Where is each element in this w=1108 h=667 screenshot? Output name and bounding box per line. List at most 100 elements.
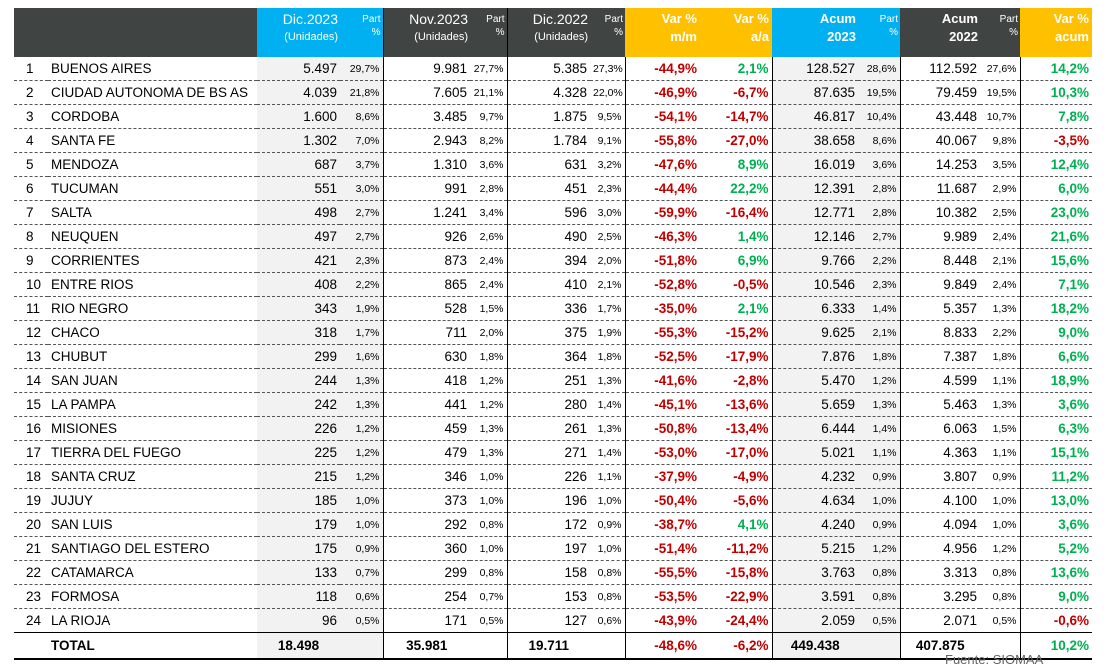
cell-dic2023: 215 — [257, 464, 340, 489]
cell-rank: 5 — [14, 152, 48, 177]
cell-dic2022-part: 2,0% — [590, 248, 625, 273]
cell-dic2022-part: 22,0% — [590, 80, 625, 105]
cell-acum2023: 12.146 — [771, 224, 858, 249]
cell-dic2022: 280 — [506, 392, 590, 417]
cell-dic2022: 336 — [506, 296, 590, 321]
table-row: 18 SANTA CRUZ 215 1,2% 346 1,0% 226 1,1% -37,9% -… — [14, 464, 1092, 489]
cell-nov2023: 9.981 — [382, 57, 470, 81]
cell-dic2022-part: 2,5% — [590, 224, 625, 249]
cell-dic2022-part: 1,3% — [590, 416, 625, 441]
cell-dic2023: 408 — [257, 272, 340, 297]
cell-province: CATAMARCA — [48, 560, 257, 585]
cell-dic2023-part: 1,0% — [340, 488, 383, 513]
header-acum2022: Acum 2022 — [900, 8, 980, 57]
cell-acum2023-part: 1,8% — [858, 344, 900, 369]
cell-dic2022: 490 — [506, 224, 590, 249]
cell-acum2023-part: 1,2% — [858, 368, 900, 393]
cell-nov2023-part: 3,6% — [470, 152, 507, 177]
total-dic2022-part — [590, 632, 625, 660]
cell-var-mm: -35,0% — [624, 296, 700, 321]
cell-var-acum: -3,5% — [1019, 128, 1092, 153]
cell-dic2022: 394 — [506, 248, 590, 273]
cell-acum2023: 4.232 — [771, 464, 858, 489]
cell-dic2022: 410 — [506, 272, 590, 297]
cell-nov2023-part: 1,0% — [470, 464, 507, 489]
cell-dic2023: 343 — [257, 296, 340, 321]
cell-var-mm: -53,5% — [624, 584, 700, 609]
cell-province: TUCUMAN — [48, 176, 257, 201]
cell-acum2022: 7.387 — [899, 344, 980, 369]
cell-var-mm: -44,9% — [624, 57, 700, 81]
cell-rank: 8 — [14, 224, 48, 249]
cell-var-acum: 6,6% — [1019, 344, 1092, 369]
cell-nov2023: 2.943 — [382, 128, 470, 153]
cell-dic2022-part: 3,0% — [590, 200, 625, 225]
cell-rank: 7 — [14, 200, 48, 225]
cell-rank: 15 — [14, 392, 48, 417]
cell-nov2023: 360 — [382, 536, 470, 561]
cell-dic2023-part: 1,0% — [340, 512, 383, 537]
cell-rank: 14 — [14, 368, 48, 393]
cell-dic2022-part: 1,1% — [590, 464, 625, 489]
cell-nov2023-part: 27,7% — [470, 57, 507, 81]
cell-dic2023: 133 — [257, 560, 340, 585]
cell-dic2023-part: 21,8% — [340, 80, 383, 105]
cell-var-mm: -51,4% — [624, 536, 700, 561]
cell-province: MENDOZA — [48, 152, 257, 177]
cell-dic2023: 1.600 — [257, 104, 340, 129]
cell-acum2022-part: 2,5% — [980, 200, 1020, 225]
cell-var-mm: -37,9% — [624, 464, 700, 489]
cell-acum2022-part: 0,9% — [980, 464, 1020, 489]
cell-var-aa: 6,9% — [700, 248, 772, 273]
cell-dic2022: 596 — [506, 200, 590, 225]
table-row: 5 MENDOZA 687 3,7% 1.310 3,6% 631 3,2% -47,6% 8,9… — [14, 152, 1092, 177]
total-var-mm: -48,6% — [624, 632, 700, 660]
cell-province: SANTA FE — [48, 128, 257, 153]
cell-province: FORMOSA — [48, 584, 257, 609]
cell-nov2023: 299 — [382, 560, 470, 585]
cell-dic2022: 196 — [506, 488, 590, 513]
cell-acum2023: 9.625 — [771, 320, 858, 345]
header-var-aa: Var % a/a — [700, 8, 772, 57]
total-nov2023: 35.981 — [382, 632, 470, 660]
cell-dic2023: 498 — [257, 200, 340, 225]
cell-var-mm: -55,8% — [624, 128, 700, 153]
cell-dic2022: 364 — [506, 344, 590, 369]
cell-acum2023-part: 1,4% — [858, 416, 900, 441]
cell-acum2023-part: 0,8% — [858, 584, 900, 609]
cell-dic2023: 179 — [257, 512, 340, 537]
cell-nov2023-part: 1,3% — [470, 440, 507, 465]
cell-var-aa: -16,4% — [700, 200, 772, 225]
cell-var-mm: -46,9% — [624, 80, 700, 105]
cell-nov2023: 171 — [382, 608, 470, 633]
table-row: 10 ENTRE RIOS 408 2,2% 865 2,4% 410 2,1% -52,8% -… — [14, 272, 1092, 297]
cell-dic2023-part: 3,0% — [340, 176, 383, 201]
cell-acum2023: 5.470 — [771, 368, 858, 393]
cell-acum2023: 128.527 — [771, 57, 858, 81]
cell-rank: 23 — [14, 584, 48, 609]
cell-nov2023: 528 — [382, 296, 470, 321]
header-blank — [14, 8, 257, 57]
cell-nov2023: 630 — [382, 344, 470, 369]
cell-var-mm: -38,7% — [624, 512, 700, 537]
cell-dic2022: 1.784 — [506, 128, 590, 153]
cell-var-acum: 6,0% — [1019, 176, 1092, 201]
cell-dic2023: 4.039 — [257, 80, 340, 105]
cell-province: CHUBUT — [48, 344, 257, 369]
cell-var-acum: 18,9% — [1019, 368, 1092, 393]
total-nov2023-part — [470, 632, 507, 660]
cell-nov2023: 926 — [382, 224, 470, 249]
cell-dic2023-part: 7,0% — [340, 128, 383, 153]
cell-province: LA RIOJA — [48, 608, 257, 633]
cell-dic2022-part: 1,4% — [590, 392, 625, 417]
cell-var-acum: 9,0% — [1019, 584, 1092, 609]
cell-acum2023-part: 19,5% — [858, 80, 900, 105]
cell-province: JUJUY — [48, 488, 257, 513]
cell-var-acum: 6,3% — [1019, 416, 1092, 441]
cell-nov2023: 7.605 — [382, 80, 470, 105]
cell-dic2022-part: 1,8% — [590, 344, 625, 369]
cell-acum2022: 4.956 — [899, 536, 980, 561]
cell-nov2023-part: 0,8% — [470, 512, 507, 537]
cell-dic2023-part: 0,9% — [340, 536, 383, 561]
table-row: 3 CORDOBA 1.600 8,6% 3.485 9,7% 1.875 9,5% -54,1… — [14, 104, 1092, 129]
